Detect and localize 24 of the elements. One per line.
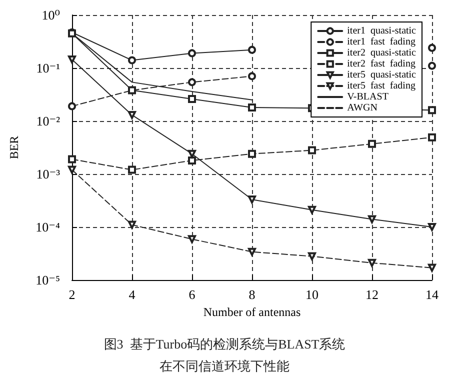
x-tick-label: 14 [426,287,439,302]
legend-label: iter1 fast fading [347,36,416,48]
y-tick-label: 10⁻³ [36,166,60,182]
y-tick-label: 10⁰ [42,8,60,22]
y-tick-label: 10⁻⁴ [36,220,60,234]
y-tick-label: 10⁻¹ [36,60,60,76]
x-tick-label: 6 [188,287,196,302]
text: 图3 基于Turbo码的检测系统与BLAST系统在不同信道环境下性能 [104,336,346,374]
legend-label: iter1 quasi-static [347,26,417,36]
legend-label: AWGN [347,102,378,114]
y-axis-title: BER [7,136,21,160]
legend-label: V-BLAST [347,92,388,102]
legend-label: iter2 quasi-static [347,48,417,58]
x-tick-label: 12 [366,287,378,302]
x-tick-label: 4 [128,287,136,302]
legend-label: iter2 fast fading [347,58,416,70]
x-axis-title: Number of antennas [203,304,301,319]
x-tick-label: 8 [248,287,256,302]
legend-label: iter5 fast fading [347,80,416,92]
x-tick-label: 2 [68,287,76,302]
x-tick-label: 10 [306,287,318,302]
y-tick-label: 10⁻⁵ [36,272,60,288]
y-tick-label: 10⁻² [36,114,60,128]
legend-label: iter5 quasi-static [347,70,417,80]
